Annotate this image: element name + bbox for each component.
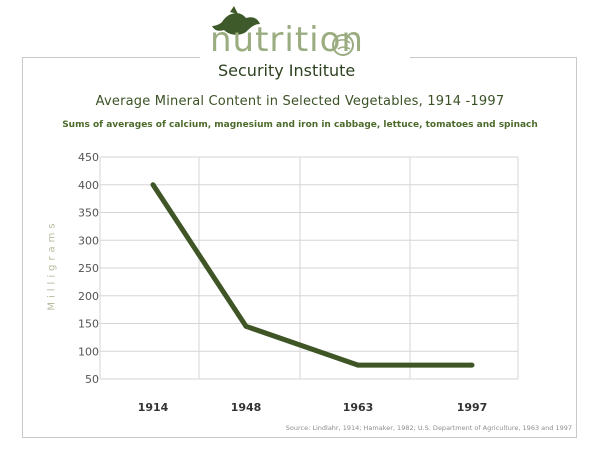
y-tick-label: 250 <box>78 262 99 275</box>
y-tick-label: 100 <box>78 345 99 358</box>
x-tick-label: 1997 <box>457 401 488 414</box>
chart-title: Average Mineral Content in Selected Vege… <box>95 94 505 109</box>
logo-wordmark: nutrition <box>210 20 364 60</box>
y-tick-label: 350 <box>78 207 99 220</box>
y-tick-label: 450 <box>78 151 99 164</box>
data-point <box>243 323 249 329</box>
series-line <box>150 183 472 368</box>
bird-icon <box>212 6 354 56</box>
y-tick-label: 300 <box>78 234 99 247</box>
x-tick-label: 1963 <box>343 401 374 414</box>
chart-subtitle: Sums of averages of calcium, magnesium a… <box>62 120 538 130</box>
y-tick-label: 400 <box>78 179 99 192</box>
logo-subtitle: Security Institute <box>218 61 356 80</box>
y-tick-label: 200 <box>78 290 99 303</box>
data-point <box>355 362 361 368</box>
x-tick-label: 1948 <box>231 401 262 414</box>
logo: nutrition Security Institute <box>200 6 410 82</box>
y-tick-label: 150 <box>78 318 99 331</box>
y-tick-label: 50 <box>85 373 99 386</box>
x-tick-label: 1914 <box>138 401 169 414</box>
data-point <box>469 362 475 368</box>
source-note: Source: Lindlahr, 1914; Hamaker, 1982; U… <box>285 424 572 432</box>
data-point <box>150 182 156 188</box>
